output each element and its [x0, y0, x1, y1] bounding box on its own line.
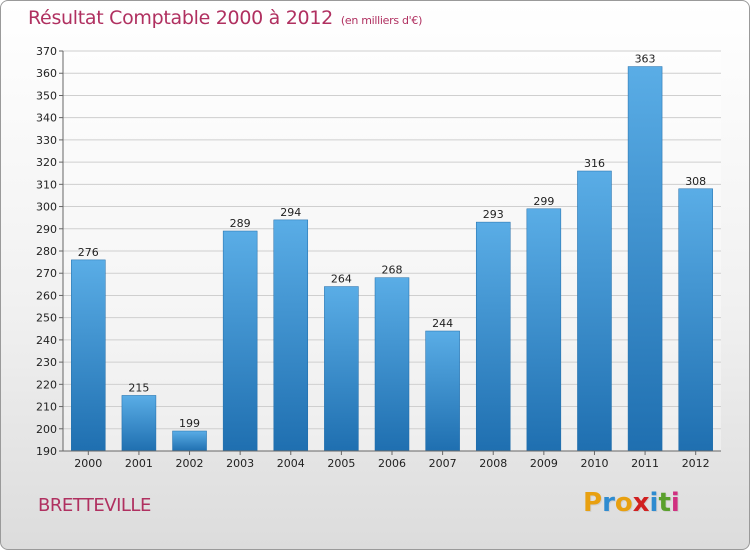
- bar-2011: [627, 66, 663, 452]
- data-label-2005: 264: [331, 273, 352, 286]
- bar-chart: 190 200 210 220 230 240 250 260 270 280 290 300 310 3…: [36, 45, 721, 470]
- data-label-2011: 363: [635, 53, 656, 66]
- y-tick-label: 260: [36, 289, 57, 302]
- chart-title: Résultat Comptable 2000 à 2012 (en millie…: [28, 7, 422, 29]
- x-tick-label: 2010: [580, 457, 608, 470]
- y-tick-label: 230: [36, 356, 57, 369]
- x-tick-label: 2006: [378, 457, 406, 470]
- y-tick-label: 280: [36, 245, 57, 258]
- logo-letter: t: [658, 488, 671, 518]
- bars-group: 276 215 199 289 294 264 268 244 293 299 316 363 308: [71, 53, 713, 452]
- data-label-2007: 244: [432, 317, 453, 330]
- x-tick-label: 2009: [530, 457, 558, 470]
- title-text: Résultat Comptable 2000 à 2012: [28, 7, 333, 29]
- x-tick-label: 2007: [429, 457, 457, 470]
- logo-letter: i: [670, 488, 680, 518]
- y-tick-label: 220: [36, 378, 57, 391]
- y-tick-label: 270: [36, 267, 57, 280]
- y-tick-label: 210: [36, 401, 57, 414]
- y-tick-label: 340: [36, 112, 57, 125]
- data-label-2008: 293: [483, 208, 504, 221]
- bar-2003: [222, 230, 258, 452]
- data-label-2006: 268: [382, 264, 403, 277]
- bar-2007: [425, 330, 460, 452]
- data-label-2012: 308: [685, 175, 706, 188]
- y-axis: 190 200 210 220 230 240 250 260 270 280 290 300 310 3…: [36, 45, 64, 458]
- bar-2004: [273, 219, 309, 452]
- logo-letter: x: [632, 488, 650, 518]
- logo-letter: P: [583, 488, 603, 518]
- data-label-2002: 199: [179, 417, 200, 430]
- x-tick-label: 2001: [125, 457, 153, 470]
- x-tick-label: 2011: [631, 457, 659, 470]
- proxiti-logo: Proxiti: [583, 488, 680, 518]
- bar-2009: [526, 208, 562, 452]
- bar-2012: [678, 188, 713, 452]
- y-tick-label: 200: [36, 423, 57, 436]
- bar-2001: [121, 395, 157, 452]
- y-tick-label: 240: [36, 334, 57, 347]
- data-label-2000: 276: [78, 246, 99, 259]
- logo-letter: i: [649, 488, 659, 518]
- bar-2008: [475, 221, 511, 452]
- y-tick-label: 310: [36, 178, 57, 191]
- x-tick-label: 2003: [226, 457, 254, 470]
- y-tick-label: 250: [36, 312, 57, 325]
- x-axis: 2000 2001 2002 2003 2004 2005 2006 2007 2008 2009…: [63, 450, 721, 470]
- x-tick-label: 2012: [682, 457, 710, 470]
- y-tick-label: 360: [36, 67, 57, 80]
- data-label-2004: 294: [280, 206, 301, 219]
- y-tick-label: 330: [36, 134, 57, 147]
- y-tick-label: 320: [36, 156, 57, 169]
- x-tick-label: 2000: [74, 457, 102, 470]
- logo-letter: o: [614, 488, 633, 518]
- x-tick-label: 2004: [277, 457, 305, 470]
- data-label-2009: 299: [533, 195, 554, 208]
- data-label-2001: 215: [128, 381, 149, 394]
- x-tick-label: 2008: [479, 457, 507, 470]
- bar-2010: [577, 170, 612, 452]
- y-tick-label: 300: [36, 201, 57, 214]
- x-tick-label: 2005: [327, 457, 355, 470]
- chart-subtitle: (en milliers d'€): [340, 14, 423, 27]
- x-tick-label: 2002: [176, 457, 204, 470]
- bar-2006: [374, 277, 410, 452]
- y-tick-label: 190: [36, 445, 57, 458]
- data-label-2010: 316: [584, 157, 605, 170]
- bar-2002: [172, 430, 207, 452]
- bar-2000: [71, 259, 106, 452]
- y-tick-label: 350: [36, 89, 57, 102]
- y-tick-label: 290: [36, 223, 57, 236]
- data-label-2003: 289: [230, 217, 251, 230]
- logo-letter: r: [602, 488, 615, 518]
- bar-2005: [324, 286, 359, 452]
- commune-name: BRETTEVILLE: [38, 495, 151, 516]
- y-tick-label: 370: [36, 45, 57, 58]
